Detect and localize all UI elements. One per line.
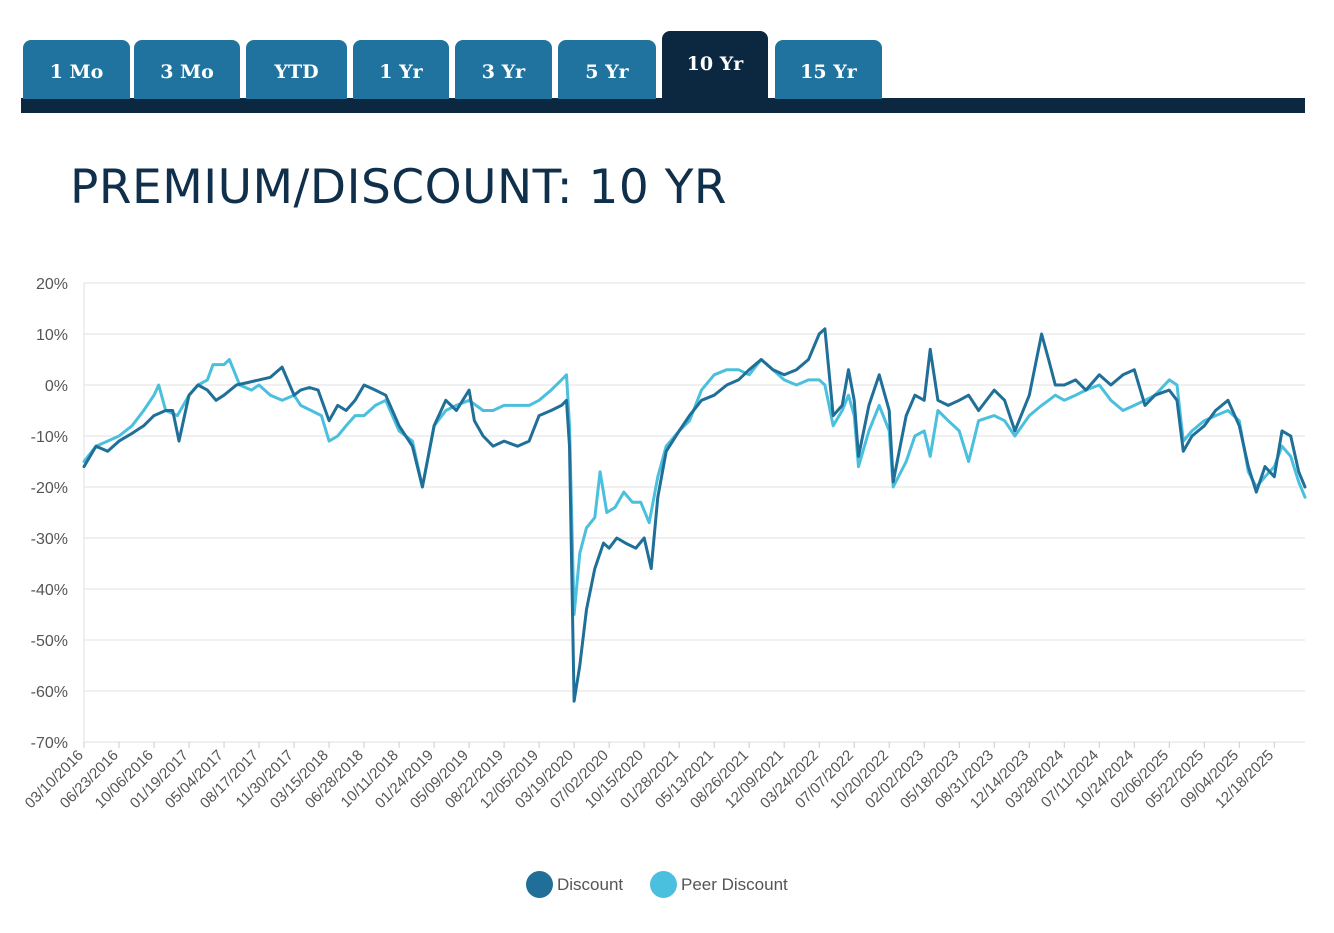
legend-swatch-peer-discount [650,871,677,898]
series-line-discount [82,327,1307,703]
y-tick-label: -10% [31,429,68,446]
period-tabs: 1 Mo 3 Mo YTD 1 Yr 3 Yr 5 Yr 10 Yr 15 Yr [21,30,1305,113]
tab-1-mo[interactable]: 1 Mo [23,40,130,99]
tab-bar-underline [21,98,1305,113]
legend-label-discount: Discount [557,874,624,894]
legend-item-peer-discount[interactable]: Peer Discount [650,871,788,898]
chart-title: PREMIUM/DISCOUNT: 10 YR [70,160,728,215]
y-tick-label: -30% [31,531,68,548]
legend-swatch-discount [526,871,553,898]
y-tick-label: 20% [36,276,68,293]
y-tick-label: -40% [31,582,68,599]
y-tick-label: -70% [31,735,68,752]
premium-discount-chart: 20%10%0%-10%-20%-30%-40%-50%-60%-70%03/1… [22,276,1307,812]
tab-3-yr[interactable]: 3 Yr [455,40,552,99]
y-tick-label: -20% [31,480,68,497]
y-tick-label: -60% [31,684,68,701]
y-tick-label: -50% [31,633,68,650]
tab-ytd[interactable]: YTD [246,40,347,99]
y-tick-label: 0% [45,378,68,395]
legend-label-peer-discount: Peer Discount [681,874,788,894]
tab-10-yr[interactable]: 10 Yr [662,31,768,99]
legend-item-discount[interactable]: Discount [526,871,623,898]
tab-15-yr[interactable]: 15 Yr [775,40,882,99]
tab-5-yr[interactable]: 5 Yr [558,40,656,99]
y-tick-label: 10% [36,327,68,344]
tab-1-yr[interactable]: 1 Yr [353,40,449,99]
chart-legend: Discount Peer Discount [0,871,1334,901]
tab-3-mo[interactable]: 3 Mo [134,40,240,99]
